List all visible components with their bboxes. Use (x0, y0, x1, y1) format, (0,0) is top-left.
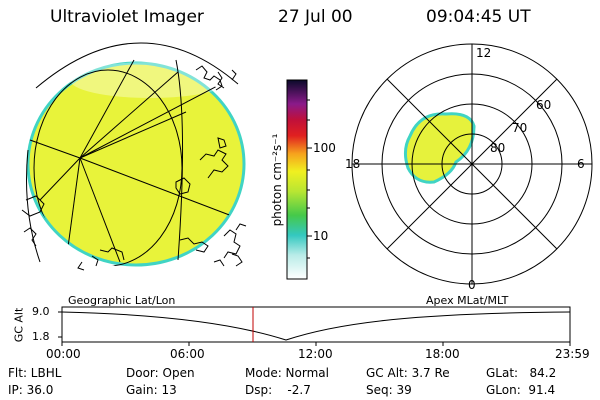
instrument-title: Ultraviolet Imager (50, 7, 204, 27)
status-dsp: Dsp: -2.7 (245, 383, 311, 397)
timeline-xtick-1200: 12:00 (298, 347, 333, 361)
time-label: 09:04:45 UT (426, 7, 531, 27)
timeline-xtick-0000: 00:00 (46, 347, 81, 361)
mlt-label-0: 0 (468, 278, 476, 292)
colorbar (286, 79, 312, 280)
timeline-right-title: Apex MLat/MLT (426, 294, 509, 307)
mlt-label-6: 6 (577, 157, 585, 171)
timeline-left-title: Geographic Lat/Lon (68, 294, 176, 307)
status-glat: GLat: 84.2 (486, 366, 557, 380)
date-label: 27 Jul 00 (278, 7, 353, 27)
lat-label-70: 70 (512, 121, 528, 135)
status-door: Door: Open (126, 366, 195, 380)
timeline-xtick-1800: 18:00 (425, 347, 460, 361)
colorbar-tick-10: 10 (313, 229, 329, 243)
colorbar-tick-100: 100 (313, 141, 336, 155)
status-filter: Flt: LBHL (8, 366, 62, 380)
polar-plot (351, 43, 593, 285)
mlt-label-18: 18 (345, 157, 361, 171)
status-gain: Gain: 13 (126, 383, 177, 397)
timeline-xtick-0600: 06:00 (170, 347, 205, 361)
timeline-xtick-2359: 23:59 (555, 347, 590, 361)
colorbar-unit-label: photon cm⁻²s⁻¹ (270, 133, 284, 227)
status-seq: Seq: 39 (366, 383, 412, 397)
status-mode: Mode: Normal (245, 366, 329, 380)
lat-label-80: 80 (490, 141, 506, 155)
status-gc-alt: GC Alt: 3.7 Re (366, 366, 450, 380)
timeline-ytick-bottom: 1.8 (32, 330, 50, 343)
lat-label-60: 60 (536, 98, 552, 112)
timeline-plot (58, 306, 571, 346)
earth-image (21, 42, 247, 271)
timeline-axis-label: GC Alt (12, 307, 26, 343)
status-glon: GLon: 91.4 (486, 383, 556, 397)
mlt-label-12: 12 (476, 46, 492, 60)
status-ip: IP: 36.0 (8, 383, 54, 397)
timeline-ytick-top: 9.0 (32, 305, 50, 318)
